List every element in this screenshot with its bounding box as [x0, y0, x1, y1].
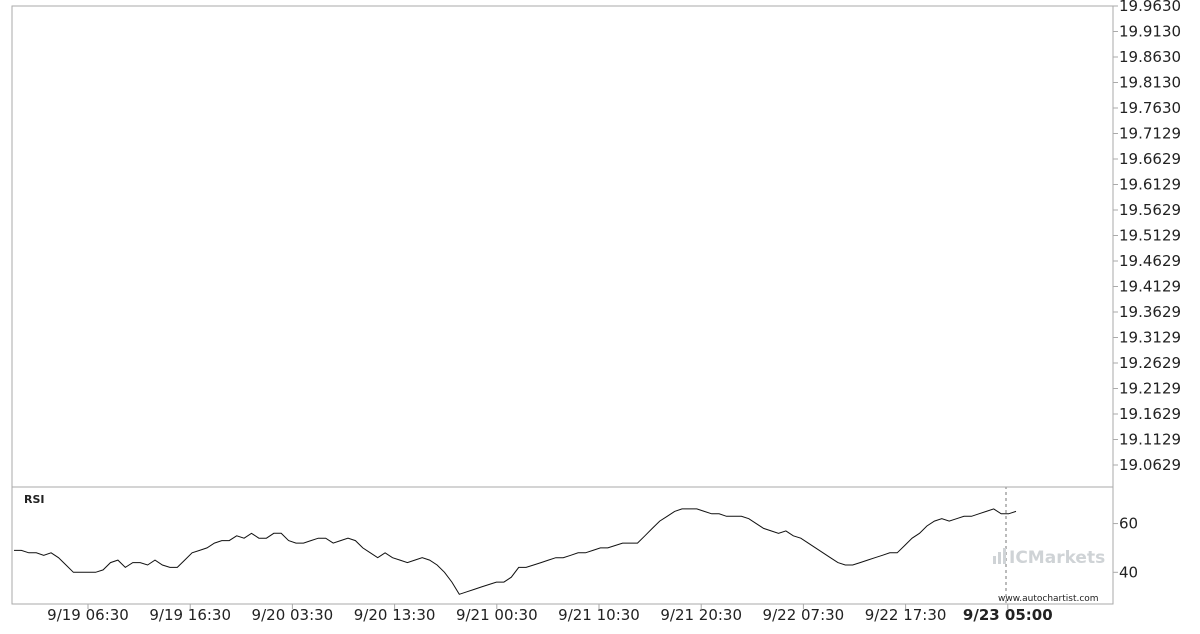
price-y-tick-label: 19.1129: [1119, 431, 1181, 449]
price-y-tick-label: 19.5129: [1119, 227, 1181, 245]
price-y-tick-label: 19.4629: [1119, 252, 1181, 270]
price-y-tick-label: 19.8630: [1119, 48, 1181, 66]
price-y-tick-label: 19.0629: [1119, 456, 1181, 474]
x-tick-label: 9/21 20:30: [660, 606, 742, 624]
x-tick-label: 9/23 05:00: [963, 606, 1053, 624]
rsi-y-tick-label: 60: [1119, 515, 1138, 533]
price-y-tick-label: 19.9130: [1119, 23, 1181, 41]
price-y-tick-label: 19.6129: [1119, 176, 1181, 194]
x-tick-label: 9/20 13:30: [354, 606, 436, 624]
logo-bar-1: [993, 556, 996, 564]
x-tick-label: 9/20 03:30: [252, 606, 334, 624]
x-tick-label: 9/19 16:30: [149, 606, 231, 624]
x-tick-label: 9/19 06:30: [47, 606, 129, 624]
x-tick-label: 9/22 07:30: [763, 606, 845, 624]
logo-bar-3: [1003, 548, 1006, 564]
price-y-tick-label: 19.2629: [1119, 354, 1181, 372]
x-tick-label: 9/21 00:30: [456, 606, 538, 624]
rsi-line: [14, 508, 1017, 595]
price-y-tick-label: 19.3129: [1119, 329, 1181, 347]
price-y-tick-label: 19.1629: [1119, 405, 1181, 423]
price-y-tick-label: 19.2129: [1119, 380, 1181, 398]
price-y-tick-label: 19.6629: [1119, 150, 1181, 168]
rsi-y-tick-label: 40: [1119, 563, 1138, 581]
broker-logo: ICMarkets: [993, 548, 1105, 568]
price-y-tick-label: 19.8130: [1119, 74, 1181, 92]
logo-bar-2: [998, 552, 1001, 564]
broker-logo-text: ICMarkets: [1009, 548, 1105, 568]
x-tick-label: 9/22 17:30: [865, 606, 947, 624]
price-y-tick-label: 19.7630: [1119, 99, 1181, 117]
price-y-tick-label: 19.9630: [1119, 0, 1181, 15]
price-y-tick-label: 19.5629: [1119, 201, 1181, 219]
rsi-panel-frame: [11, 486, 1114, 605]
watermark-url: www.autochartist.com: [998, 594, 1099, 604]
price-y-tick-label: 19.7129: [1119, 125, 1181, 143]
price-y-tick-label: 19.3629: [1119, 303, 1181, 321]
rsi-label: RSI: [24, 493, 45, 506]
price-panel-frame: [11, 5, 1114, 488]
x-tick-label: 9/21 10:30: [558, 606, 640, 624]
price-y-tick-label: 19.4129: [1119, 278, 1181, 296]
